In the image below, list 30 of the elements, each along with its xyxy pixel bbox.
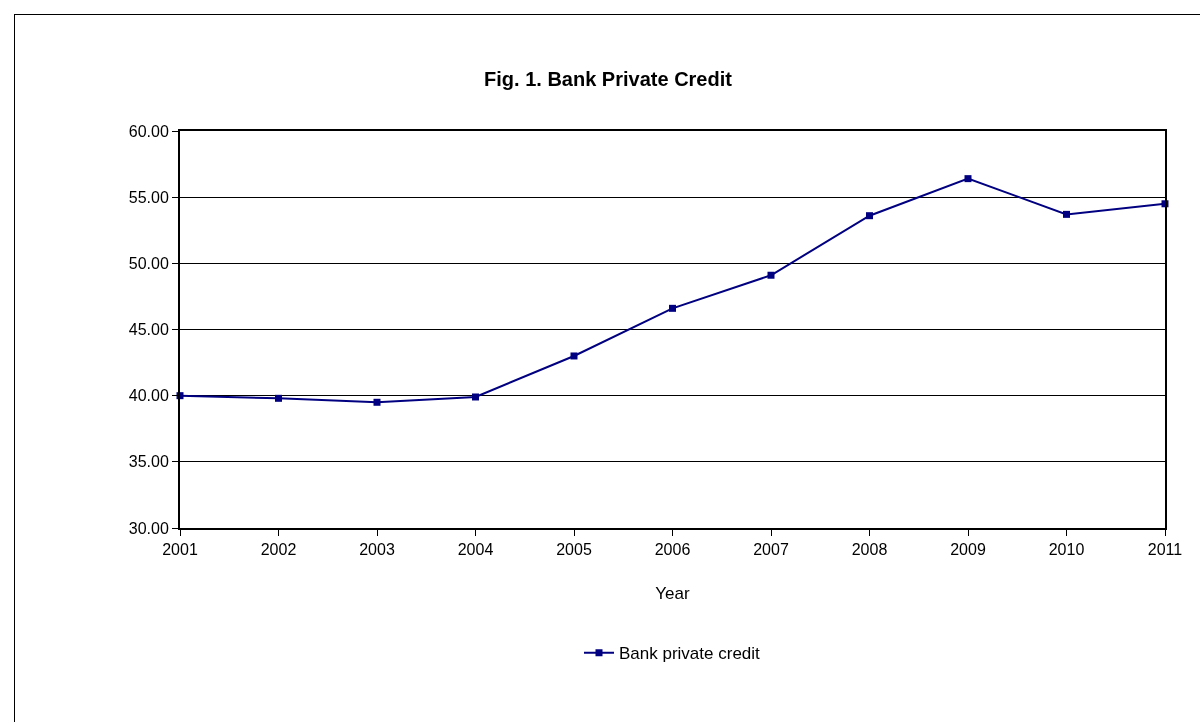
x-tick-label: 2007 [753, 541, 789, 559]
y-tick-label: 45.00 [128, 321, 169, 339]
x-tick-label: 2011 [1147, 541, 1183, 559]
point [767, 271, 775, 279]
x-tick-label: 2005 [556, 541, 592, 559]
x-tick-label: 2010 [1048, 541, 1085, 559]
y-tick-label: 40.00 [128, 387, 169, 405]
point [669, 304, 676, 312]
x-tick-label: 2009 [950, 541, 986, 559]
x-tick-label: 2002 [260, 541, 297, 559]
y-tick-label: 30.00 [128, 519, 169, 537]
point [964, 175, 972, 183]
x-tick-label: 2006 [654, 541, 691, 559]
y-tick-label: 50.00 [128, 254, 169, 272]
y-tick-label: 60.00 [128, 122, 169, 140]
x-tick-label: 2003 [359, 541, 395, 559]
point [275, 394, 282, 402]
point [1063, 210, 1070, 218]
y-tick-label: 55.00 [128, 188, 169, 206]
point [570, 352, 578, 360]
point [472, 393, 479, 401]
x-tick-label: 2001 [162, 541, 198, 559]
x-tick-label: 2008 [851, 541, 888, 559]
x-tick-label: 2004 [457, 541, 494, 559]
point [866, 212, 873, 220]
chart-title: Fig. 1. Bank Private Credit [484, 67, 733, 90]
legend-label: Bank private credit [619, 644, 761, 664]
y-tick-label: 35.00 [128, 453, 169, 471]
point [373, 398, 381, 406]
x-axis-title: Year [655, 584, 691, 604]
